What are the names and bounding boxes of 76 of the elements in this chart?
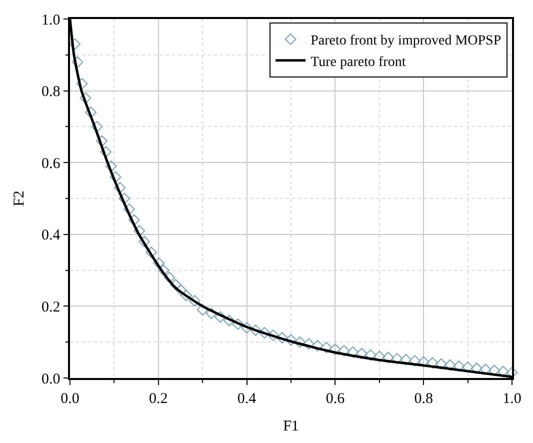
point [480, 364, 492, 376]
point [330, 344, 341, 355]
point [268, 330, 280, 341]
point [302, 338, 314, 350]
legend-label: Pareto front by improved MOPSP [310, 34, 502, 49]
point [391, 352, 403, 364]
x-tick-label: 1.0 [502, 390, 522, 407]
point [241, 322, 252, 334]
point [497, 366, 509, 378]
point [170, 278, 182, 290]
point [96, 135, 108, 147]
point [175, 284, 187, 296]
point [91, 121, 103, 132]
point [470, 362, 482, 374]
point [69, 38, 81, 50]
point [124, 204, 135, 215]
point [409, 355, 420, 366]
x-axis-title: F1 [283, 418, 299, 434]
point [258, 327, 270, 338]
point [100, 146, 112, 158]
y-tick-label: 0.2 [42, 299, 60, 316]
point [364, 349, 376, 361]
point [382, 352, 394, 364]
x-tick-label: 0.4 [237, 390, 257, 407]
y-tick-label: 0.8 [42, 84, 60, 100]
point [338, 345, 350, 356]
point [400, 354, 412, 366]
x-tick-label: 0.2 [149, 390, 168, 407]
point [462, 362, 474, 373]
point [105, 160, 117, 172]
point [312, 340, 324, 352]
point [118, 192, 130, 204]
point [114, 182, 126, 194]
point [80, 92, 92, 104]
point [426, 357, 438, 369]
point [356, 348, 368, 360]
point [206, 308, 218, 320]
point [418, 356, 430, 368]
point [196, 304, 208, 316]
x-tick-label: 0.8 [414, 390, 433, 407]
point [128, 214, 140, 226]
point [250, 324, 262, 336]
point [76, 78, 88, 90]
point [506, 366, 518, 378]
point [72, 56, 84, 68]
point [214, 311, 226, 323]
point [294, 336, 306, 348]
point [164, 272, 176, 284]
y-tick-label: 0.4 [42, 228, 61, 244]
point [85, 106, 96, 118]
point [488, 364, 500, 376]
y-tick-label: 0.0 [42, 371, 60, 388]
point [180, 290, 192, 302]
point [134, 225, 146, 237]
point [146, 246, 158, 258]
point [110, 171, 122, 183]
legend-label: Ture pareto front [310, 54, 406, 70]
point [158, 264, 170, 276]
point [453, 360, 465, 372]
x-tick-label: 0.6 [326, 390, 346, 407]
point [276, 332, 288, 344]
point [188, 295, 200, 307]
point [223, 314, 235, 326]
y-axis-title: F2 [11, 190, 28, 206]
point [444, 359, 456, 371]
point [153, 257, 165, 269]
point [232, 318, 244, 330]
point [285, 334, 297, 346]
x-tick-label: 0.0 [60, 390, 80, 407]
y-tick-label: 1.0 [42, 12, 60, 28]
point [374, 350, 386, 362]
point [320, 342, 332, 354]
y-tick-label: 0.6 [42, 156, 61, 172]
point [436, 358, 447, 370]
point [138, 236, 150, 248]
point [347, 346, 359, 358]
